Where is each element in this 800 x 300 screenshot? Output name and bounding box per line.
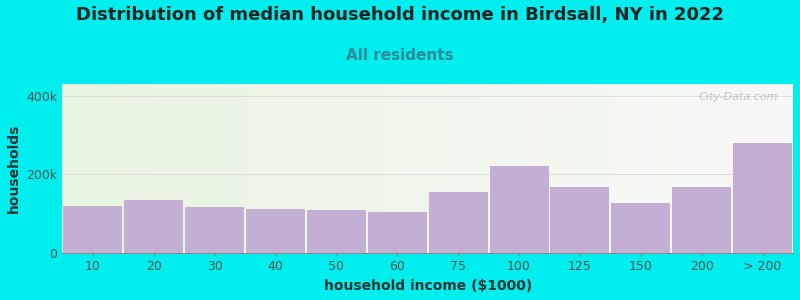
Bar	[490, 166, 549, 253]
Bar	[672, 187, 731, 253]
X-axis label: household income ($1000): household income ($1000)	[324, 279, 532, 293]
Bar	[63, 206, 122, 253]
Bar	[246, 209, 305, 253]
Text: Distribution of median household income in Birdsall, NY in 2022: Distribution of median household income …	[76, 6, 724, 24]
Bar	[550, 187, 610, 253]
Bar	[124, 200, 183, 253]
Bar	[733, 143, 792, 253]
Bar	[185, 206, 244, 253]
Bar	[368, 212, 427, 253]
Text: City-Data.com: City-Data.com	[699, 92, 778, 102]
Bar	[611, 202, 670, 253]
Bar	[429, 192, 488, 253]
Text: All residents: All residents	[346, 48, 454, 63]
Y-axis label: households: households	[7, 124, 21, 213]
Bar	[307, 210, 366, 253]
